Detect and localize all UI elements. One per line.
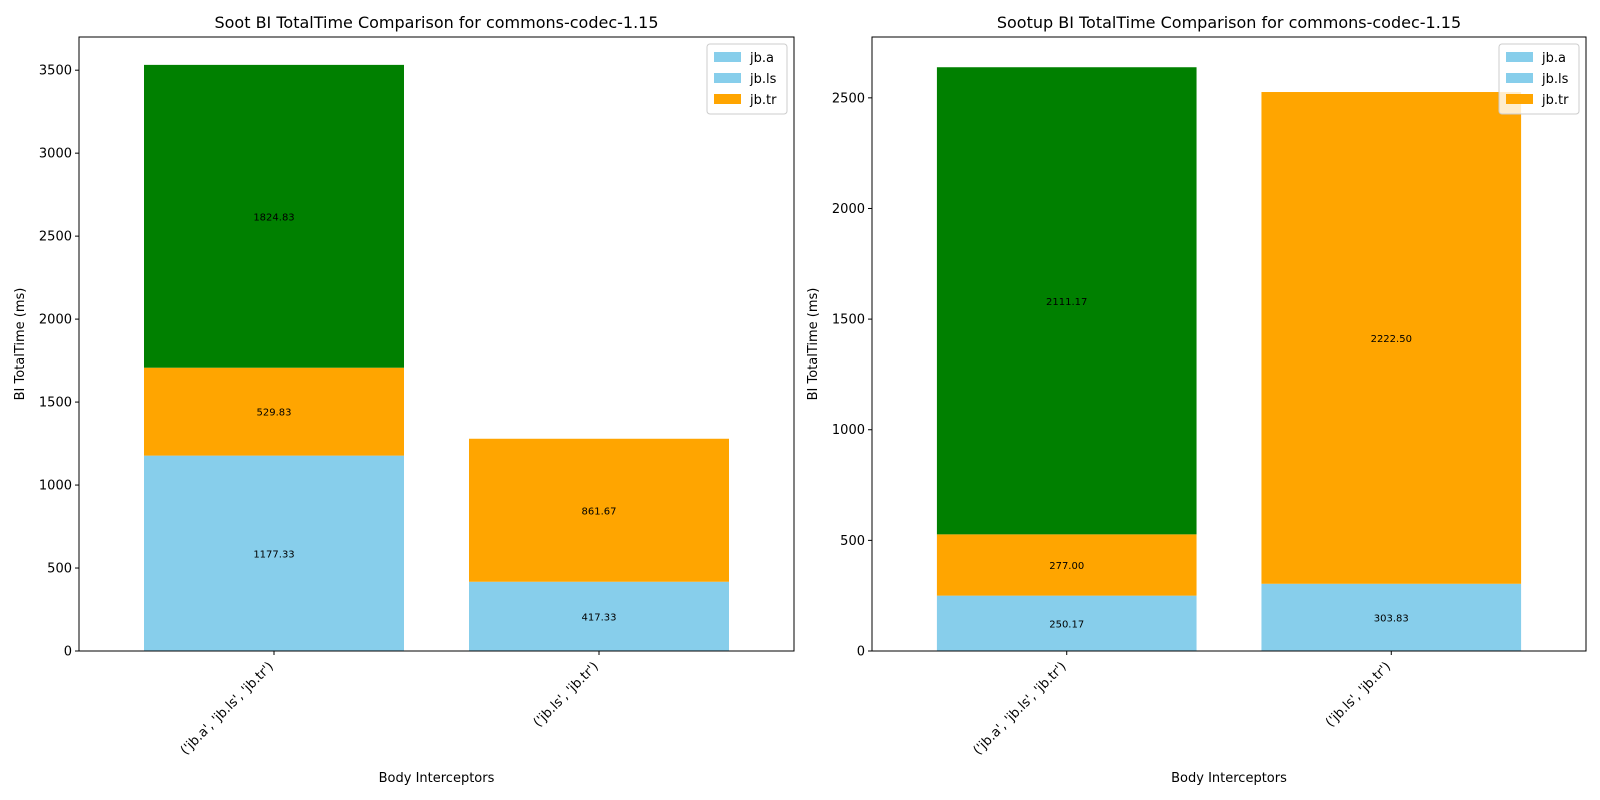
data-label: 2111.17 bbox=[1046, 297, 1087, 308]
legend-swatch bbox=[1506, 73, 1533, 83]
x-tick-label: ('jb.a', 'jb.ls', 'jb.tr') bbox=[971, 659, 1070, 758]
legend-label: jb.a bbox=[749, 51, 774, 66]
y-axis-label: BI TotalTime (ms) bbox=[13, 288, 28, 401]
legend-swatch bbox=[1506, 52, 1533, 62]
data-label: 277.00 bbox=[1049, 561, 1084, 572]
chart-title: Soot BI TotalTime Comparison for commons… bbox=[214, 13, 658, 32]
legend-label: jb.tr bbox=[1541, 93, 1569, 108]
y-axis-label: BI TotalTime (ms) bbox=[806, 288, 821, 401]
panel-2: 250.17 277.00 2111.17 303.83 2222.50 0 500 1000… bbox=[806, 13, 1587, 786]
bar-segment bbox=[1261, 583, 1522, 651]
legend-label: jb.ls bbox=[1541, 72, 1569, 87]
y-tick-label: 500 bbox=[840, 534, 865, 549]
y-tick-label: 3000 bbox=[39, 147, 72, 162]
y-tick-label: 2000 bbox=[832, 202, 865, 217]
bar-segment bbox=[1261, 92, 1522, 584]
bar-segment bbox=[936, 595, 1197, 651]
bar-segment bbox=[936, 534, 1197, 596]
y-tick-label: 2500 bbox=[39, 230, 72, 245]
data-label: 250.17 bbox=[1049, 619, 1084, 630]
x-tick-label: ('jb.ls', 'jb.tr') bbox=[1323, 659, 1394, 730]
y-tick-label: 2500 bbox=[832, 91, 865, 106]
y-tick-label: 2000 bbox=[39, 313, 72, 328]
bar-segment bbox=[144, 64, 404, 368]
data-label: 303.83 bbox=[1374, 613, 1409, 624]
bar-segment bbox=[144, 367, 404, 456]
panel-1: 1177.33 529.83 1824.83 417.33 861.67 0 500 1000… bbox=[13, 13, 795, 786]
x-tick-label: ('jb.ls', 'jb.tr') bbox=[531, 659, 602, 730]
legend-swatch bbox=[714, 52, 741, 62]
y-tick-label: 1000 bbox=[832, 423, 865, 438]
bar-segment bbox=[469, 581, 729, 651]
bar-segment bbox=[936, 67, 1197, 535]
data-label: 2222.50 bbox=[1371, 334, 1412, 345]
axes-frame bbox=[871, 36, 1587, 652]
y-tick-label: 0 bbox=[64, 645, 72, 660]
data-label: 417.33 bbox=[582, 612, 617, 623]
data-label: 1824.83 bbox=[253, 212, 294, 223]
y-tick-label: 500 bbox=[47, 562, 72, 577]
y-tick-label: 1500 bbox=[39, 396, 72, 411]
y-tick-label: 1000 bbox=[39, 479, 72, 494]
legend-label: jb.ls bbox=[749, 72, 777, 87]
data-label: 529.83 bbox=[257, 408, 292, 419]
bar-segment bbox=[144, 455, 404, 651]
legend-swatch bbox=[714, 94, 741, 104]
y-tick-label: 1500 bbox=[832, 313, 865, 328]
x-axis-label: Body Interceptors bbox=[1171, 771, 1287, 786]
axes-frame bbox=[78, 36, 795, 652]
x-axis-label: Body Interceptors bbox=[379, 771, 495, 786]
data-label: 861.67 bbox=[582, 506, 617, 517]
bar-segment bbox=[469, 438, 729, 582]
y-tick-label: 3500 bbox=[39, 64, 72, 79]
x-tick-label: ('jb.a', 'jb.ls', 'jb.tr') bbox=[178, 659, 277, 758]
y-tick-label: 0 bbox=[857, 645, 865, 660]
legend-label: jb.a bbox=[1541, 51, 1566, 66]
legend-label: jb.tr bbox=[749, 93, 777, 108]
legend-swatch bbox=[714, 73, 741, 83]
chart-title: Sootup BI TotalTime Comparison for commo… bbox=[997, 13, 1461, 32]
data-label: 1177.33 bbox=[253, 549, 294, 560]
legend-swatch bbox=[1506, 94, 1533, 104]
